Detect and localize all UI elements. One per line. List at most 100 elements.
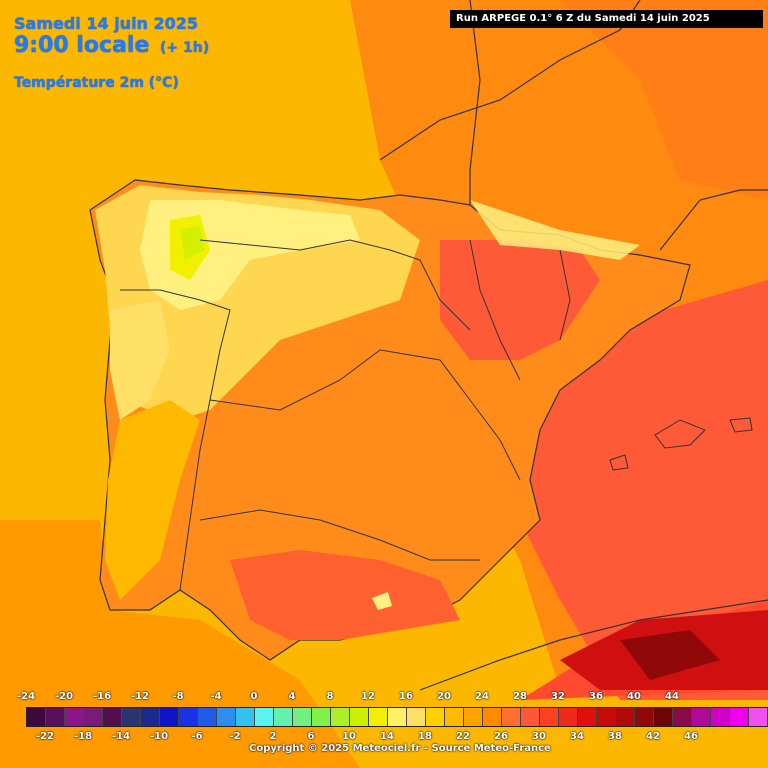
legend-swatch bbox=[141, 708, 160, 726]
forecast-date: Samedi 14 juin 2025 bbox=[14, 14, 199, 33]
legend-swatch bbox=[464, 708, 483, 726]
legend-swatch bbox=[160, 708, 179, 726]
legend-swatch bbox=[27, 708, 46, 726]
eastern-region-borders bbox=[469, 239, 521, 381]
legend-swatch bbox=[331, 708, 350, 726]
africa-very-hot-zone bbox=[620, 630, 720, 680]
pyrenees-cool-zone bbox=[470, 200, 640, 260]
legend-swatch bbox=[350, 708, 369, 726]
legend-tick-label: -20 bbox=[54, 691, 74, 702]
legend-tick-label: -12 bbox=[130, 691, 150, 702]
legend-swatch bbox=[217, 708, 236, 726]
catalonia-border bbox=[559, 249, 571, 341]
field-name: Température 2m (°C) bbox=[14, 75, 179, 91]
legend-swatch bbox=[122, 708, 141, 726]
legend-tick-label: 2 bbox=[269, 731, 277, 742]
legend-swatch bbox=[274, 708, 293, 726]
galicia-coolest-spot bbox=[180, 225, 205, 260]
andalusia-hot-zone bbox=[230, 550, 460, 640]
menorca-island bbox=[729, 417, 753, 433]
legend-swatch bbox=[578, 708, 597, 726]
portugal-spain-border bbox=[120, 289, 231, 591]
france-atlantic-coast bbox=[469, 0, 481, 205]
legend-swatch bbox=[521, 708, 540, 726]
legend-tick-label: 36 bbox=[589, 691, 603, 702]
legend-swatch bbox=[369, 708, 388, 726]
legend-tick-label: 34 bbox=[570, 731, 584, 742]
legend-tick-label: 10 bbox=[342, 731, 356, 742]
legend-tick-label: 44 bbox=[665, 691, 679, 702]
copyright-notice: Copyright © 2025 Meteociel.fr - Source M… bbox=[249, 743, 551, 754]
legend-tick-label: -2 bbox=[229, 731, 241, 742]
legend-tick-label: 22 bbox=[456, 731, 470, 742]
run-info-box: Run ARPEGE 0.1° 6 Z du Samedi 14 juin 20… bbox=[450, 10, 763, 28]
legend-swatch bbox=[198, 708, 217, 726]
legend-swatch bbox=[502, 708, 521, 726]
legend-tick-label: 16 bbox=[399, 691, 413, 702]
legend-swatch bbox=[730, 708, 749, 726]
warm-zone-northeast bbox=[560, 0, 768, 200]
legend-swatch bbox=[711, 708, 730, 726]
ebro-hot-zone bbox=[440, 240, 600, 360]
portugal-mild-zone bbox=[110, 300, 170, 420]
legend-tick-label: 14 bbox=[380, 731, 394, 742]
northern-region-borders bbox=[199, 239, 471, 331]
legend-swatch bbox=[84, 708, 103, 726]
legend-tick-label: -24 bbox=[16, 691, 36, 702]
legend-swatch bbox=[236, 708, 255, 726]
forecast-offset: (+ 1h) bbox=[160, 40, 210, 56]
legend-tick-label: -22 bbox=[35, 731, 55, 742]
legend-swatch bbox=[616, 708, 635, 726]
legend-swatch bbox=[179, 708, 198, 726]
legend-tick-label: -14 bbox=[111, 731, 131, 742]
legend-swatch bbox=[312, 708, 331, 726]
legend-tick-label: -16 bbox=[92, 691, 112, 702]
legend-swatch bbox=[483, 708, 502, 726]
legend-tick-label: -8 bbox=[172, 691, 184, 702]
north-africa-coastline bbox=[419, 599, 768, 691]
legend-swatch bbox=[692, 708, 711, 726]
legend-swatch bbox=[749, 708, 768, 726]
legend-swatch bbox=[445, 708, 464, 726]
legend-tick-label: 38 bbox=[608, 731, 622, 742]
legend-swatch bbox=[46, 708, 65, 726]
legend-swatch bbox=[407, 708, 426, 726]
legend-swatch bbox=[388, 708, 407, 726]
forecast-time: 9:00 locale bbox=[14, 33, 150, 58]
southern-region-borders bbox=[199, 509, 480, 561]
sierra-nevada-cool-spot bbox=[372, 592, 392, 610]
gulf-of-lion-coast bbox=[659, 189, 768, 251]
legend-swatch bbox=[673, 708, 692, 726]
legend-tick-label: 32 bbox=[551, 691, 565, 702]
legend-swatch bbox=[597, 708, 616, 726]
legend-color-scale bbox=[26, 707, 768, 727]
legend-tick-label: 6 bbox=[307, 731, 315, 742]
legend-tick-label: 24 bbox=[475, 691, 489, 702]
legend-tick-label: 30 bbox=[532, 731, 546, 742]
ibiza-island bbox=[609, 454, 629, 471]
legend-tick-label: 20 bbox=[437, 691, 451, 702]
portugal-south-zone bbox=[105, 400, 200, 600]
legend-swatch bbox=[540, 708, 559, 726]
legend-tick-label: 0 bbox=[250, 691, 258, 702]
atlantic-warm-zone bbox=[0, 520, 360, 768]
legend-tick-label: -10 bbox=[149, 731, 169, 742]
legend-swatch bbox=[103, 708, 122, 726]
legend-tick-label: 4 bbox=[288, 691, 296, 702]
legend-swatch bbox=[426, 708, 445, 726]
legend-tick-label: -4 bbox=[210, 691, 222, 702]
legend-tick-label: 18 bbox=[418, 731, 432, 742]
legend-swatch bbox=[654, 708, 673, 726]
run-info-text: Run ARPEGE 0.1° 6 Z du Samedi 14 juin 20… bbox=[456, 13, 710, 24]
legend-tick-label: 46 bbox=[684, 731, 698, 742]
legend-tick-label: 28 bbox=[513, 691, 527, 702]
mediterranean-hot-zone bbox=[520, 280, 768, 700]
legend-swatch bbox=[65, 708, 84, 726]
legend-swatch bbox=[293, 708, 312, 726]
legend-tick-label: 40 bbox=[627, 691, 641, 702]
legend-tick-label: 26 bbox=[494, 731, 508, 742]
legend-tick-label: -6 bbox=[191, 731, 203, 742]
legend-swatch bbox=[635, 708, 654, 726]
